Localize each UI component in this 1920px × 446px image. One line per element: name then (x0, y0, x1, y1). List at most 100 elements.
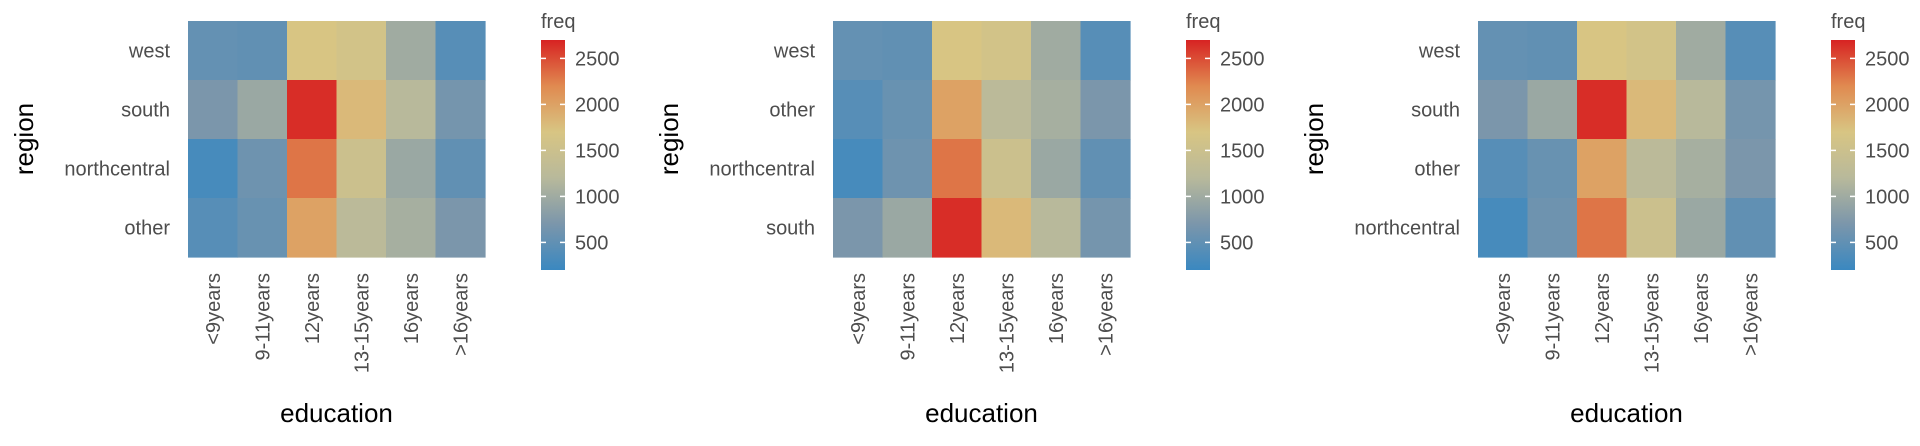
heatmap-cell (386, 80, 437, 140)
heatmap-cell (1031, 139, 1082, 199)
y-tick-label: west (1418, 41, 1461, 63)
heatmap-cell (1676, 139, 1727, 199)
heatmap-cell (932, 139, 983, 199)
heatmap-cell (287, 21, 338, 81)
x-tick-label: <9years (203, 273, 225, 345)
heatmap-cell (237, 198, 288, 258)
heatmap-cell (435, 21, 486, 81)
heatmap-cell (1527, 198, 1578, 258)
heatmap-cell (1080, 80, 1131, 140)
heatmap-cell (336, 21, 387, 81)
y-axis-title: region (9, 103, 39, 175)
heatmap-cell (1031, 198, 1082, 258)
heatmap-cell (833, 21, 884, 81)
heatmap-cell (1577, 198, 1628, 258)
heatmap-cell (287, 139, 338, 199)
heatmap-cell (336, 198, 387, 258)
heatmap-cell (1577, 80, 1628, 140)
legend-title: freq (1831, 11, 1865, 33)
legend-tick-label: 2500 (1220, 48, 1265, 70)
x-tick-label: 12years (947, 273, 969, 344)
legend-title: freq (1186, 11, 1220, 33)
legend-colorbar (541, 40, 565, 270)
heatmap-cell (237, 139, 288, 199)
legend-tick-label: 500 (1865, 232, 1898, 254)
heatmap-cell (1080, 139, 1131, 199)
x-tick-label: <9years (848, 273, 870, 345)
y-tick-label: northcentral (709, 159, 815, 181)
heatmap-cell (336, 80, 387, 140)
x-tick-label: 9-11years (252, 273, 274, 360)
x-tick-label: 13-15years (996, 273, 1018, 373)
heatmap-cell (1527, 80, 1578, 140)
heatmap-cell (1626, 198, 1677, 258)
y-tick-label: south (766, 218, 815, 240)
heatmap-cell (287, 80, 338, 140)
heatmap-cell (1031, 80, 1082, 140)
heatmap-cell (932, 21, 983, 81)
heatmap-cell (882, 80, 933, 140)
x-tick-label: 12years (1592, 273, 1614, 344)
y-tick-label: other (1414, 159, 1460, 181)
heatmap-cell (833, 139, 884, 199)
y-tick-label: northcentral (1354, 218, 1460, 240)
x-tick-label: 16years (1691, 273, 1713, 344)
heatmap-cell (833, 198, 884, 258)
legend-tick-label: 2500 (1865, 48, 1910, 70)
x-tick-label: <9years (1493, 273, 1515, 345)
heatmap-cell (1478, 80, 1529, 140)
heatmap-cell (188, 80, 239, 140)
heatmap-cell (1577, 21, 1628, 81)
legend-colorbar (1831, 40, 1855, 270)
heatmap-cell (1725, 21, 1776, 81)
heatmap-panel-2: west other northcentral south <9years 9-11yea… (654, 11, 1265, 428)
legend-tick-label: 1000 (1865, 186, 1910, 208)
x-tick-label: 9-11years (897, 273, 919, 360)
x-axis-title: education (280, 398, 393, 428)
legend-tick-label: 500 (575, 232, 608, 254)
legend-tick-label: 1000 (575, 186, 620, 208)
heatmap-cell (981, 139, 1032, 199)
heatmap-panel-1: west south northcentral other <9years 9-11yea… (9, 11, 620, 428)
legend-tick-label: 1500 (1220, 140, 1265, 162)
heatmap-cell (833, 80, 884, 140)
legend-title: freq (541, 11, 575, 33)
heatmap-cell (1478, 139, 1529, 199)
x-tick-label: 13-15years (1641, 273, 1663, 373)
heatmap-cell (1080, 21, 1131, 81)
y-tick-label: other (124, 218, 170, 240)
heatmap-cell (1478, 21, 1529, 81)
x-axis-title: education (1570, 398, 1683, 428)
y-axis-title: region (1299, 103, 1329, 175)
y-tick-label: south (121, 100, 170, 122)
y-tick-label: west (128, 41, 171, 63)
heatmap-cell (1676, 21, 1727, 81)
heatmap-cell (1527, 21, 1578, 81)
heatmap-cell (981, 80, 1032, 140)
heatmap-cell (1626, 80, 1677, 140)
heatmap-cell (237, 80, 288, 140)
heatmap-cell (435, 139, 486, 199)
heatmap-cell (1725, 198, 1776, 258)
x-tick-label: >16years (450, 273, 472, 356)
legend-tick-label: 1000 (1220, 186, 1265, 208)
heatmap-cell (1080, 198, 1131, 258)
heatmap-cell (386, 198, 437, 258)
heatmap-cell (1527, 139, 1578, 199)
legend-tick-label: 2000 (1220, 94, 1265, 116)
legend-tick-label: 2500 (575, 48, 620, 70)
legend-tick-label: 1500 (1865, 140, 1910, 162)
heatmap-cell (1725, 80, 1776, 140)
heatmap-cell (1725, 139, 1776, 199)
heatmap-panel-3: west south other northcentral <9years 9-11yea… (1299, 11, 1910, 428)
legend-tick-label: 1500 (575, 140, 620, 162)
heatmap-cell (435, 198, 486, 258)
heatmap-cell (1626, 21, 1677, 81)
heatmap-cell (882, 139, 933, 199)
legend-tick-label: 500 (1220, 232, 1253, 254)
heatmap-cell (882, 198, 933, 258)
heatmap-cell (386, 21, 437, 81)
heatmap-cell (1577, 139, 1628, 199)
